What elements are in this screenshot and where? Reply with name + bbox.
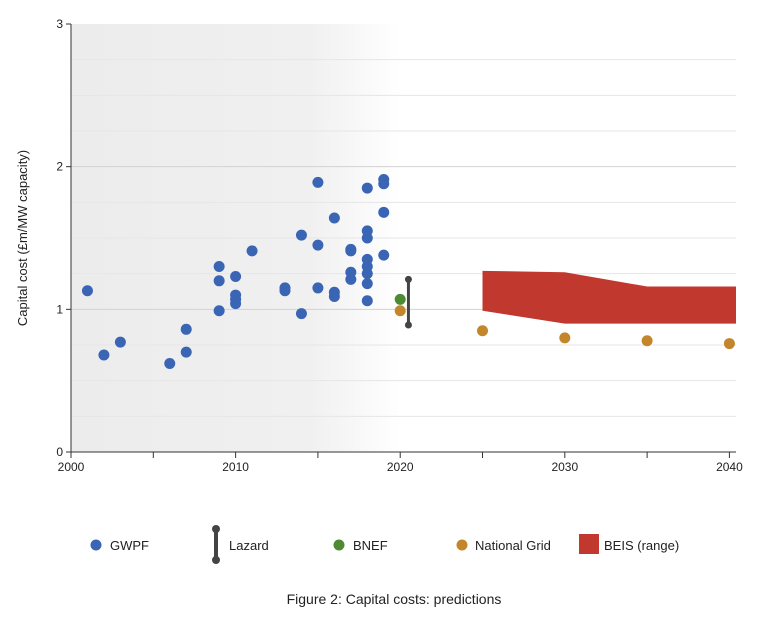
legend-marker-beis (579, 534, 599, 554)
data-point-gwpf (378, 249, 390, 261)
data-point-gwpf (213, 261, 225, 273)
legend-label-beis: BEIS (range) (604, 538, 679, 553)
data-point-gwpf (312, 282, 324, 294)
legend-label-bnef: BNEF (353, 538, 388, 553)
data-point-gwpf (345, 243, 357, 255)
legend-marker-bnef (333, 539, 345, 551)
y-tick-label: 2 (56, 160, 63, 174)
x-tick-label: 2030 (551, 460, 578, 474)
data-point-gwpf (345, 266, 357, 278)
lazard-range-low (404, 321, 412, 329)
data-point-gwpf (180, 323, 192, 335)
legend-marker-gwpf (90, 539, 102, 551)
axes (70, 24, 736, 453)
legend-label-national-grid: National Grid (475, 538, 551, 553)
data-point-gwpf (378, 174, 390, 186)
data-point-gwpf (361, 253, 373, 265)
legend-marker-national-grid (456, 539, 468, 551)
data-point-gwpf (81, 285, 93, 297)
data-point-gwpf (279, 282, 291, 294)
legend-marker-lazard (212, 525, 220, 564)
lazard-range-high (404, 275, 412, 283)
x-tick-label: 2010 (222, 460, 249, 474)
data-points-layer (81, 174, 735, 370)
legend-label-gwpf: GWPF (110, 538, 149, 553)
data-point-gwpf (180, 346, 192, 358)
x-axis-ticks: 2000 2010 2020 2030 2040 (58, 452, 743, 474)
y-tick-label: 0 (56, 445, 63, 459)
y-axis-ticks: 0 1 2 3 (56, 17, 71, 459)
data-point-gwpf (295, 229, 307, 241)
data-point-gwpf (246, 245, 258, 257)
y-tick-label: 1 (56, 302, 63, 316)
x-tick-label: 2000 (58, 460, 85, 474)
legend: GWPF Lazard BNEF National Grid BEIS (ran… (90, 525, 679, 564)
data-point-gwpf (361, 278, 373, 290)
data-point-gwpf (312, 176, 324, 188)
data-point-gwpf (328, 286, 340, 298)
figure-caption: Figure 2: Capital costs: predictions (287, 591, 502, 607)
legend-label-lazard: Lazard (229, 538, 269, 553)
data-point-national-grid (477, 325, 489, 337)
data-point-gwpf (114, 336, 126, 348)
data-point-national-grid (723, 338, 735, 350)
data-point-gwpf (164, 358, 176, 370)
x-tick-label: 2040 (716, 460, 743, 474)
data-point-gwpf (230, 289, 242, 301)
data-point-gwpf (328, 212, 340, 224)
data-point-gwpf (295, 308, 307, 320)
y-axis-title: Capital cost (£m/MW capacity) (15, 150, 30, 326)
data-point-gwpf (361, 225, 373, 237)
data-point-bnef (394, 293, 406, 305)
beis-range-band-layer (482, 270, 736, 324)
data-point-gwpf (378, 206, 390, 218)
data-point-national-grid (559, 332, 571, 344)
lazard-range-layer (404, 275, 412, 329)
data-point-gwpf (361, 182, 373, 194)
data-point-gwpf (213, 275, 225, 287)
data-point-gwpf (230, 271, 242, 283)
x-tick-label: 2020 (387, 460, 414, 474)
data-point-national-grid (641, 335, 653, 347)
data-point-gwpf (98, 349, 110, 361)
data-point-national-grid (394, 305, 406, 317)
data-point-gwpf (312, 239, 324, 251)
data-point-gwpf (361, 295, 373, 307)
data-point-gwpf (213, 305, 225, 317)
y-tick-label: 3 (56, 17, 63, 31)
beis-range-band (482, 270, 736, 324)
